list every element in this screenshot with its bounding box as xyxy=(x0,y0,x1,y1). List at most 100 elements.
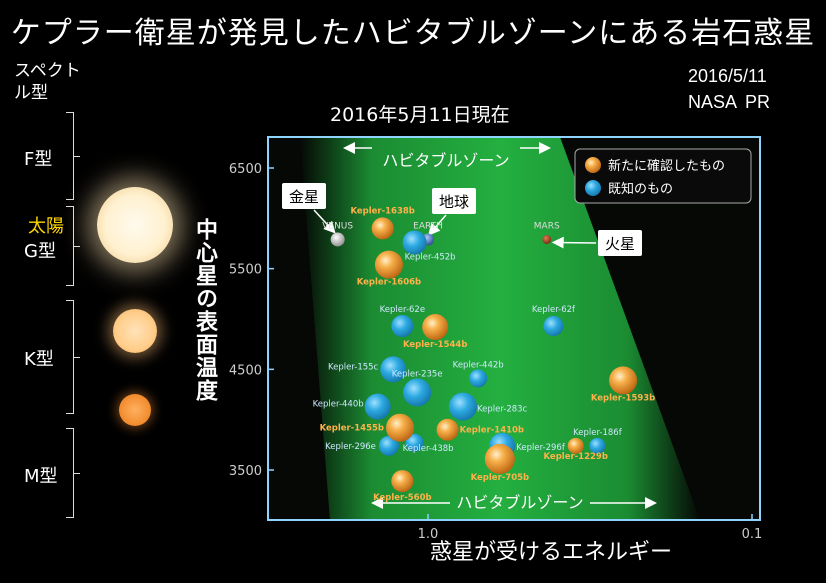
planet-marker xyxy=(422,314,449,341)
bracket-k xyxy=(66,300,80,414)
planet-marker xyxy=(391,315,414,338)
y-tick-label: 6500 xyxy=(229,162,262,177)
planet-kepler-283c: Kepler-283c xyxy=(448,392,528,421)
callout-earth-text: 地球 xyxy=(439,193,469,211)
legend-item-known: 既知のもの xyxy=(585,180,673,197)
hz-label-bottom-text: ハビタブルゾーン xyxy=(456,493,583,512)
planet-kepler-1410b: Kepler-1410b xyxy=(436,418,524,441)
planet-label: Kepler-1455b xyxy=(320,424,384,434)
planet-marker xyxy=(402,230,427,255)
planet-kepler-452b: Kepler-452b xyxy=(402,230,456,262)
planet-kepler-440b: Kepler-440b xyxy=(313,393,391,420)
planet-kepler-1593b: Kepler-1593b xyxy=(591,366,655,403)
chart-subtitle: 2016年5月11日現在 xyxy=(330,104,510,126)
planet-marker xyxy=(405,433,424,452)
planet-marker xyxy=(543,316,564,337)
planet-marker xyxy=(380,356,407,383)
y-axis-label: 中心星の表面温度 xyxy=(192,218,217,402)
planet-label: Kepler-452b xyxy=(405,252,456,262)
planet-marker xyxy=(403,378,432,407)
planet-label: Kepler-440b xyxy=(313,400,364,410)
planet-label: Kepler-1606b xyxy=(357,278,421,288)
hz-label-top-text: ハビタブルゾーン xyxy=(382,151,509,170)
solar-planet-label: VENUS xyxy=(322,221,353,231)
planet-label: Kepler-296e xyxy=(325,442,376,452)
star-g-type-icon xyxy=(97,187,173,263)
star-m-type-icon xyxy=(119,394,151,426)
planet-kepler-1229b: Kepler-1229b xyxy=(544,437,608,462)
planet-marker xyxy=(589,437,606,454)
planet-marker xyxy=(484,443,515,474)
solar-planet-venus: VENUS xyxy=(322,221,353,247)
planet-label: Kepler-1593b xyxy=(591,393,655,403)
planet-label: Kepler-1229b xyxy=(544,452,608,462)
planet-label: Kepler-705b xyxy=(471,473,530,483)
solar-planet-label: EARTH xyxy=(413,221,443,231)
sun-label: 太陽 xyxy=(28,216,64,237)
planet-label: Kepler-1638b xyxy=(350,206,414,216)
planet-label: Kepler-296f xyxy=(516,443,566,453)
planet-kepler-560b: Kepler-560b xyxy=(373,470,432,503)
bracket-g xyxy=(66,206,80,286)
planet-label: Kepler-155c xyxy=(328,362,379,372)
plot-frame xyxy=(267,136,761,521)
callout-venus: 金星 xyxy=(282,183,336,234)
solar-planet-label: MARS xyxy=(534,221,560,231)
y-tick-label: 5500 xyxy=(229,263,262,278)
planet-marker xyxy=(364,393,391,420)
solar-planet-marker xyxy=(542,234,552,244)
planet-marker xyxy=(371,217,394,240)
date-label: 2016/5/11 xyxy=(688,66,767,86)
callout-mars: 火星 xyxy=(551,230,642,256)
spectral-class-m: M型 xyxy=(24,466,58,487)
planet-kepler-1606b: Kepler-1606b xyxy=(357,250,421,288)
planet-marker xyxy=(567,437,584,454)
planet-label: Kepler-1410b xyxy=(460,426,524,436)
planet-kepler-155c: Kepler-155c xyxy=(328,356,407,383)
planet-kepler-438b: Kepler-438b xyxy=(403,433,454,454)
planet-label: Kepler-560b xyxy=(373,493,432,503)
callout-earth: 地球 xyxy=(428,188,476,236)
planet-marker xyxy=(469,369,488,388)
planet-kepler-235e: Kepler-235e xyxy=(392,369,443,407)
hz-label-bottom: ハビタブルゾーン xyxy=(371,493,657,512)
y-tick-label: 4500 xyxy=(229,363,262,378)
planet-label: Kepler-62e xyxy=(380,305,425,315)
planet-label: Kepler-438b xyxy=(403,444,454,454)
planet-kepler-296e: Kepler-296e xyxy=(325,435,399,456)
planet-marker xyxy=(378,435,399,456)
bracket-f xyxy=(66,112,80,200)
planet-marker xyxy=(374,250,403,279)
callout-venus-text: 金星 xyxy=(289,188,319,206)
planet-kepler-1544b: Kepler-1544b xyxy=(403,314,467,350)
hz-label-top: ハビタブルゾーン xyxy=(343,142,551,170)
spectral-class-k: K型 xyxy=(24,349,54,370)
planet-label: Kepler-283c xyxy=(477,405,528,415)
planet-marker xyxy=(448,392,477,421)
source-label: NASA PR xyxy=(688,92,771,112)
svg-text:新たに確認したもの: 新たに確認したもの xyxy=(608,158,725,174)
x-tick-label: 0.1 xyxy=(742,527,763,542)
planet-marker xyxy=(609,366,638,395)
planet-kepler-1455b: Kepler-1455b xyxy=(320,413,415,442)
planet-kepler-1638b: Kepler-1638b xyxy=(350,206,415,240)
planet-marker xyxy=(436,418,459,441)
legend-item-new: 新たに確認したもの xyxy=(585,157,725,174)
planet-label: Kepler-186f xyxy=(573,428,623,438)
x-tick-label: 1.0 xyxy=(418,527,439,542)
planet-label: Kepler-442b xyxy=(453,360,504,370)
page-title: ケプラー衛星が発見したハビタブルゾーンにある岩石惑星 xyxy=(10,16,816,51)
callout-mars-text: 火星 xyxy=(605,235,635,253)
spectral-class-g: G型 xyxy=(24,241,56,262)
star-k-type-icon xyxy=(113,309,157,353)
solar-planet-marker xyxy=(330,232,345,247)
planet-label: Kepler-1544b xyxy=(403,340,467,350)
planet-kepler-442b: Kepler-442b xyxy=(453,360,504,388)
planet-marker xyxy=(386,413,415,442)
planet-kepler-62e: Kepler-62e xyxy=(380,305,425,338)
planet-marker xyxy=(391,470,414,493)
solar-planet-mars: MARS xyxy=(534,221,560,244)
x-axis-label: 惑星が受けるエネルギー xyxy=(430,540,673,565)
